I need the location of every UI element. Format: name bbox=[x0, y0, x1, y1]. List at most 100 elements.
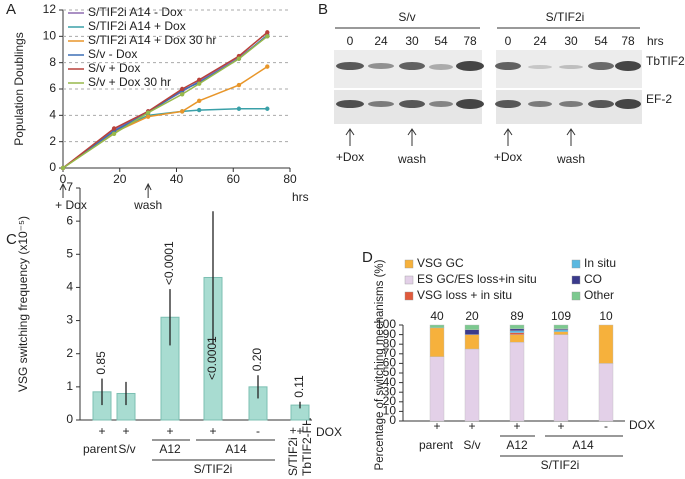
y-tick-label: 10 bbox=[43, 29, 57, 43]
x-tick-label: 80 bbox=[283, 172, 297, 186]
group-label: A12 bbox=[159, 442, 181, 456]
legend-label: S/TIF2i A14 + Dox 30 hr bbox=[88, 33, 216, 47]
point bbox=[145, 114, 151, 119]
y-tick-label: 40 bbox=[383, 375, 397, 389]
count-label: 109 bbox=[551, 309, 571, 323]
x-tick-label: + bbox=[296, 424, 303, 438]
legend-label: In situ bbox=[584, 256, 616, 270]
treatment: +Dox bbox=[336, 150, 364, 164]
annotation-arrow bbox=[144, 182, 152, 198]
y-tick-label: 0 bbox=[66, 412, 73, 426]
y-tick-label: 30 bbox=[383, 384, 397, 398]
bar-segment bbox=[429, 327, 445, 357]
bar-label: 0.85 bbox=[94, 351, 108, 375]
group-label: A14 bbox=[225, 442, 247, 456]
x-tick-label: - bbox=[604, 419, 608, 433]
group-label: A14 bbox=[572, 438, 594, 452]
timepoint: 0 bbox=[347, 34, 354, 48]
legend-label: ES GC/ES loss+in situ bbox=[417, 272, 537, 286]
blot-group: S/v bbox=[398, 10, 415, 24]
y-tick-label: 90 bbox=[383, 327, 397, 341]
band-label: EF-2 bbox=[646, 92, 672, 106]
point bbox=[265, 106, 270, 111]
group-label: S/TIF2i bbox=[541, 458, 580, 472]
treatment: +Dox bbox=[494, 150, 522, 164]
legend-label: S/TIF2i A14 - Dox bbox=[88, 5, 183, 19]
x-tick-label: + bbox=[166, 424, 173, 438]
bar-segment bbox=[509, 332, 525, 335]
legend-label: S/v + Dox 30 hr bbox=[88, 75, 171, 89]
bar-segment bbox=[553, 329, 569, 332]
timepoint: 54 bbox=[594, 34, 608, 48]
y-tick-label: 5 bbox=[66, 246, 73, 260]
bar-segment bbox=[464, 329, 480, 335]
x-axis-label: DOX bbox=[316, 425, 342, 439]
x-tick-label: 40 bbox=[170, 172, 184, 186]
legend-label: Other bbox=[584, 288, 614, 302]
bar-segment bbox=[598, 324, 614, 364]
y-tick-label: 50 bbox=[383, 365, 397, 379]
count-label: 40 bbox=[430, 309, 444, 323]
point bbox=[60, 165, 66, 171]
bar-segment bbox=[509, 324, 525, 330]
point bbox=[111, 126, 117, 131]
series-line bbox=[62, 108, 268, 169]
point bbox=[265, 64, 270, 69]
bar-segment bbox=[553, 334, 569, 422]
bar-label: <0.0001 bbox=[162, 241, 176, 285]
legend-swatch bbox=[404, 291, 414, 301]
y-tick-label: 4 bbox=[66, 280, 73, 294]
timepoint: 78 bbox=[463, 34, 477, 48]
legend-label: S/v - Dox bbox=[88, 47, 137, 61]
group-label: parent bbox=[83, 442, 118, 456]
timepoint: 30 bbox=[405, 34, 419, 48]
bar-segment bbox=[553, 331, 569, 335]
blot-group: S/TIF2i bbox=[546, 10, 585, 24]
bar-segment bbox=[553, 324, 569, 330]
y-axis-label: Population Doublings bbox=[12, 32, 26, 145]
bar-segment bbox=[509, 328, 525, 331]
bar-segment bbox=[509, 330, 525, 333]
bar-label: 0.20 bbox=[250, 348, 264, 372]
point bbox=[265, 30, 270, 35]
group-label: S/TIF2i bbox=[194, 462, 233, 476]
y-axis-label: VSG switching frequency (x10⁻⁵) bbox=[16, 216, 30, 392]
bar-label: <0.0001 bbox=[205, 336, 219, 380]
x-tick-label: + bbox=[433, 419, 440, 433]
y-tick-label: 6 bbox=[49, 81, 56, 95]
bar-segment bbox=[509, 342, 525, 422]
bar-segment bbox=[464, 348, 480, 422]
group-label: S/v bbox=[118, 442, 135, 456]
time-unit: hrs bbox=[647, 34, 664, 48]
count-label: 20 bbox=[465, 309, 479, 323]
annotation-arrow bbox=[59, 182, 67, 198]
count-label: 89 bbox=[510, 309, 524, 323]
y-tick-label: 2 bbox=[66, 346, 73, 360]
treatment: wash bbox=[397, 152, 426, 166]
count-label: 10 bbox=[599, 309, 613, 323]
bar-segment bbox=[464, 324, 480, 331]
legend-label: VSG loss + in situ bbox=[417, 288, 512, 302]
x-tick-label: + bbox=[122, 424, 129, 438]
point bbox=[197, 98, 202, 104]
legend-swatch bbox=[404, 275, 414, 285]
timepoint: 0 bbox=[505, 34, 512, 48]
annotation: wash bbox=[133, 198, 162, 212]
x-tick-label: + bbox=[468, 419, 475, 433]
y-tick-label: 8 bbox=[49, 55, 56, 69]
point bbox=[179, 92, 185, 97]
y-tick-label: 6 bbox=[66, 213, 73, 227]
point bbox=[265, 34, 270, 39]
x-tick-label: 0 bbox=[60, 172, 67, 186]
x-axis-label: hrs bbox=[292, 190, 309, 204]
legend-label: CO bbox=[584, 272, 602, 286]
bar-segment bbox=[509, 334, 525, 343]
blot: S/v S/TIF2i 0 24 30 54 78 0 24 30 54 78 … bbox=[334, 10, 685, 166]
legend-swatch bbox=[404, 259, 414, 269]
y-tick-label: 20 bbox=[383, 394, 397, 408]
group-label: S/v bbox=[463, 438, 480, 452]
panel-label: D bbox=[362, 249, 373, 266]
annotation: + Dox bbox=[55, 198, 87, 212]
point bbox=[236, 56, 242, 61]
y-tick-label: 3 bbox=[66, 313, 73, 327]
